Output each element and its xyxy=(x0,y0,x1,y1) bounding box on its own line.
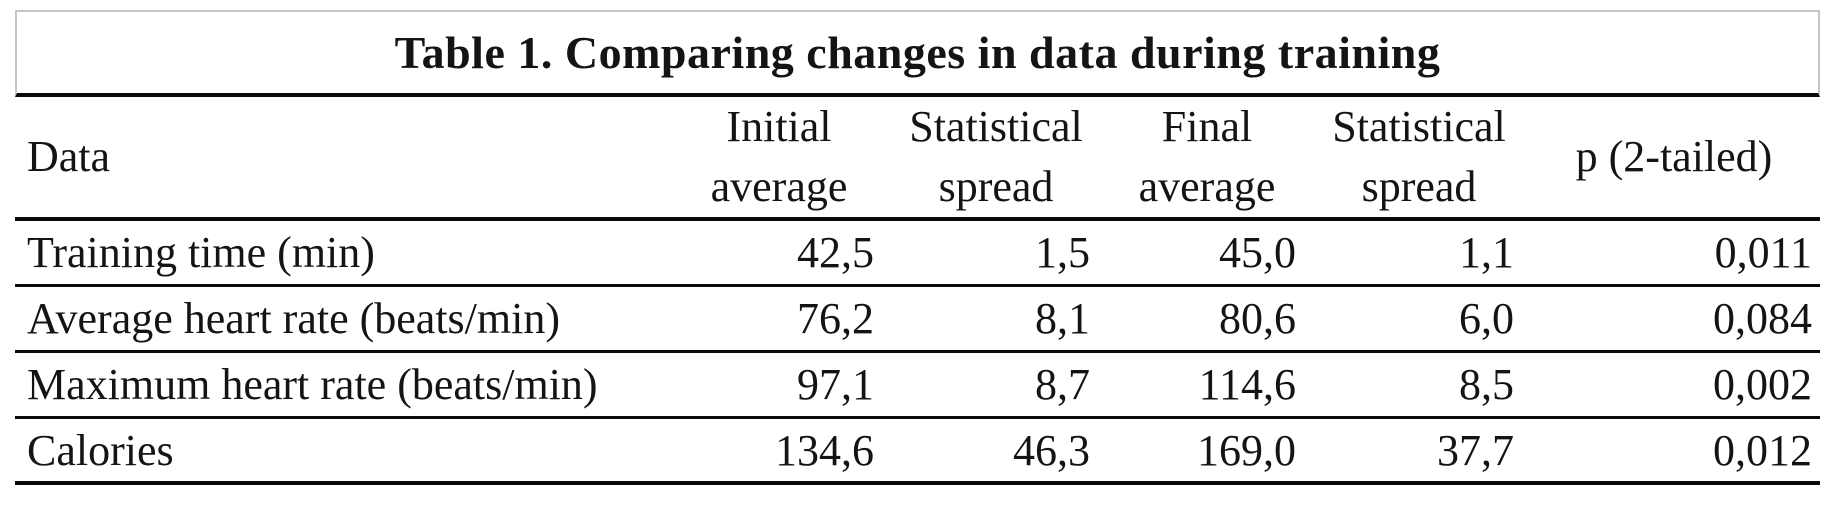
column-header-statistical-spread-final: Statistical spread xyxy=(1332,102,1506,211)
table-title-box: Table 1. Comparing changes in data durin… xyxy=(15,10,1820,97)
cell-p-value: 0,012 xyxy=(1713,425,1812,475)
cell-initial-average: 42,5 xyxy=(797,228,874,277)
column-header-final-average: Final average xyxy=(1138,102,1276,211)
cell-initial-average: 76,2 xyxy=(797,294,874,343)
cell-statistical-spread-initial: 46,3 xyxy=(1013,425,1090,475)
table-row: Maximum heart rate (beats/min) 97,1 8,7 … xyxy=(15,353,1820,419)
cell-final-average: 45,0 xyxy=(1219,228,1296,277)
cell-statistical-spread-initial: 1,5 xyxy=(1035,228,1090,277)
cell-final-average: 80,6 xyxy=(1219,294,1296,343)
cell-p-value: 0,084 xyxy=(1713,294,1812,343)
cell-p-value: 0,011 xyxy=(1714,228,1812,277)
cell-statistical-spread-final: 6,0 xyxy=(1459,294,1514,343)
cell-data: Training time (min) xyxy=(27,228,375,277)
table-row: Training time (min) 42,5 1,5 45,0 1,1 0,… xyxy=(15,221,1820,287)
cell-initial-average: 97,1 xyxy=(797,360,874,409)
column-header-statistical-spread-initial: Statistical spread xyxy=(909,102,1083,211)
cell-final-average: 169,0 xyxy=(1197,425,1296,475)
cell-statistical-spread-initial: 8,1 xyxy=(1035,294,1090,343)
cell-statistical-spread-final: 37,7 xyxy=(1437,425,1514,475)
cell-data: Maximum heart rate (beats/min) xyxy=(27,360,598,409)
column-header-data: Data xyxy=(27,132,111,181)
table-row: Calories 134,6 46,3 169,0 37,7 0,012 xyxy=(15,419,1820,485)
cell-data: Calories xyxy=(27,425,174,475)
cell-statistical-spread-final: 1,1 xyxy=(1459,228,1514,277)
column-header-initial-average: Initial average xyxy=(710,102,848,211)
cell-statistical-spread-final: 8,5 xyxy=(1459,360,1514,409)
cell-final-average: 114,6 xyxy=(1198,360,1296,409)
table-title: Table 1. Comparing changes in data durin… xyxy=(394,27,1441,78)
cell-initial-average: 134,6 xyxy=(775,425,874,475)
cell-p-value: 0,002 xyxy=(1713,360,1812,409)
column-header-p-value: p (2-tailed) xyxy=(1575,132,1773,181)
table-row: Average heart rate (beats/min) 76,2 8,1 … xyxy=(15,287,1820,353)
cell-statistical-spread-initial: 8,7 xyxy=(1035,360,1090,409)
cell-data: Average heart rate (beats/min) xyxy=(27,294,561,343)
results-table: Table 1. Comparing changes in data durin… xyxy=(15,10,1820,485)
table-header-row: Data Initial average Statistical spread … xyxy=(15,97,1820,221)
